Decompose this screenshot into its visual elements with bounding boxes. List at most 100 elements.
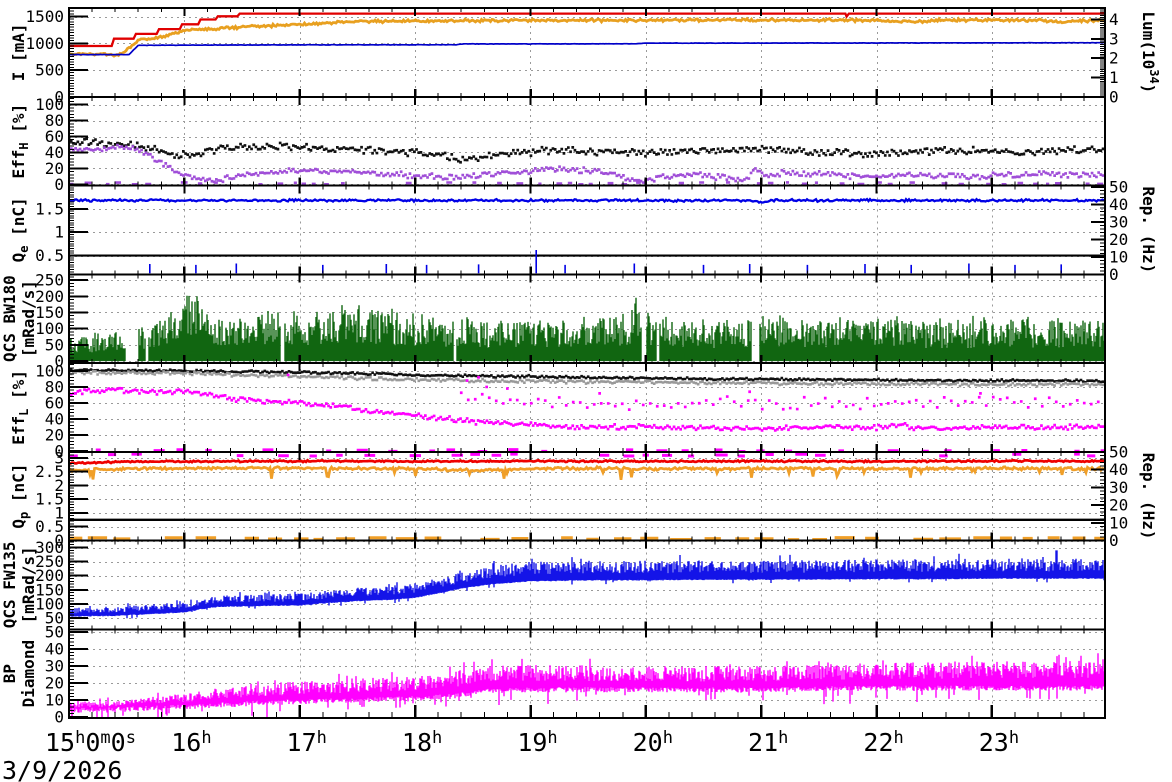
svg-text:250: 250 — [35, 552, 64, 571]
series-qp-red — [69, 458, 1104, 465]
svg-text:2: 2 — [54, 476, 64, 495]
svg-text:60: 60 — [45, 127, 64, 146]
svg-text:30: 30 — [45, 656, 64, 675]
left-axis-title-qcs-bw180-0: QCS BW180 — [0, 275, 19, 362]
svg-text:17h: 17h — [287, 728, 327, 757]
svg-text:30: 30 — [1109, 478, 1128, 497]
svg-text:80: 80 — [45, 111, 64, 130]
svg-text:50: 50 — [45, 335, 64, 354]
svg-text:1: 1 — [54, 223, 64, 242]
svg-text:2.5: 2.5 — [35, 462, 64, 481]
svg-text:100: 100 — [35, 319, 64, 338]
right-axis-title-qp-rep: Rep. (Hz) — [1140, 453, 1159, 540]
svg-text:50: 50 — [45, 622, 64, 641]
left-axis-title-current-luminosity-0: I [mA] — [9, 23, 28, 81]
svg-text:150: 150 — [35, 303, 64, 322]
svg-text:0: 0 — [54, 87, 64, 106]
svg-text:2: 2 — [1109, 49, 1119, 68]
svg-text:10: 10 — [1109, 247, 1128, 266]
svg-text:0.5: 0.5 — [35, 517, 64, 536]
svg-text:30: 30 — [1109, 213, 1128, 232]
svg-text:20: 20 — [45, 674, 64, 693]
svg-text:40: 40 — [1109, 195, 1128, 214]
svg-text:300: 300 — [35, 538, 64, 557]
series-ler-current-blue — [69, 41, 1105, 56]
svg-text:21h: 21h — [748, 728, 788, 757]
svg-text:250: 250 — [35, 271, 64, 290]
series-qp-replow-dashes — [69, 536, 1105, 541]
svg-text:40: 40 — [45, 143, 64, 162]
svg-text:40: 40 — [1109, 460, 1128, 479]
series-qp-rep50-dashes — [69, 452, 1096, 458]
left-axis-title-eff-l-0: EffL [%] — [9, 370, 31, 445]
series-eff-l-black — [69, 368, 1105, 384]
svg-text:40: 40 — [45, 410, 64, 429]
ticks-qcs-fw135 — [69, 540, 1085, 630]
ticks-qe-rep — [69, 185, 1105, 276]
svg-text:0: 0 — [1109, 87, 1119, 106]
svg-text:4: 4 — [1109, 10, 1119, 29]
date-label: 3/9/2026 — [2, 756, 123, 782]
ticks-bp-diamond — [69, 629, 1085, 719]
svg-text:20: 20 — [45, 426, 64, 445]
svg-text:150: 150 — [35, 580, 64, 599]
left-axis-title-bp-diamond-0: BP — [0, 664, 19, 683]
svg-text:40: 40 — [45, 639, 64, 658]
series-eff-l-outliers — [286, 373, 1100, 411]
svg-text:10: 10 — [1109, 513, 1128, 532]
svg-text:0: 0 — [1109, 531, 1119, 550]
series-eff-h-black — [69, 137, 1105, 164]
grid-qcs-fw135 — [69, 540, 1105, 630]
svg-text:0: 0 — [54, 708, 64, 727]
series-qcs-bw180-green — [69, 295, 1105, 362]
panel-border-bp-diamond — [68, 628, 1106, 719]
svg-text:200: 200 — [35, 287, 64, 306]
series-her-current-red — [69, 12, 1105, 48]
series-group-qcs-bw180 — [69, 295, 1105, 362]
svg-text:20: 20 — [1109, 496, 1128, 515]
svg-text:1: 1 — [1109, 68, 1119, 87]
right-axis-title-qe-rep: Rep. (Hz) — [1140, 187, 1159, 274]
series-luminosity-orange — [69, 16, 1105, 58]
svg-text:1500: 1500 — [25, 7, 64, 26]
svg-text:3: 3 — [54, 448, 64, 467]
series-qe-bottom-spikes — [149, 250, 1062, 274]
grid-qp-rep — [69, 451, 1105, 542]
series-eff-h-purple — [69, 143, 1105, 184]
series-group-current-luminosity — [69, 12, 1105, 58]
svg-text:1: 1 — [54, 503, 64, 522]
series-eff-l-gray — [69, 369, 1105, 388]
series-group-bp-diamond — [69, 653, 1105, 718]
svg-text:10: 10 — [45, 691, 64, 710]
svg-text:23h: 23h — [979, 728, 1019, 757]
series-group-eff-l — [69, 368, 1105, 452]
svg-text:100: 100 — [35, 594, 64, 613]
svg-text:16h: 16h — [171, 728, 211, 757]
left-axis-title-qp-rep-0: Qp [nC] — [9, 464, 31, 529]
x-axis-labels: 15h0m0s 16h 17h 18h 19h 20h 21h 22h 23h — [45, 728, 1019, 757]
series-qe-charge-blue — [69, 197, 1105, 204]
svg-text:50: 50 — [1109, 178, 1128, 197]
left-axis-title-qcs-bw180-1: [mRad/s] — [19, 280, 38, 357]
svg-text:1.5: 1.5 — [35, 490, 64, 509]
svg-text:0: 0 — [54, 175, 64, 194]
svg-text:1.5: 1.5 — [35, 199, 64, 218]
series-qcs-fw135-blue — [69, 550, 1105, 619]
svg-text:50: 50 — [45, 609, 64, 628]
svg-text:0: 0 — [54, 352, 64, 371]
series-bp-diamond-magenta — [69, 653, 1105, 718]
right-axis-title-current-luminosity: Lum(1034) — [1140, 11, 1162, 93]
